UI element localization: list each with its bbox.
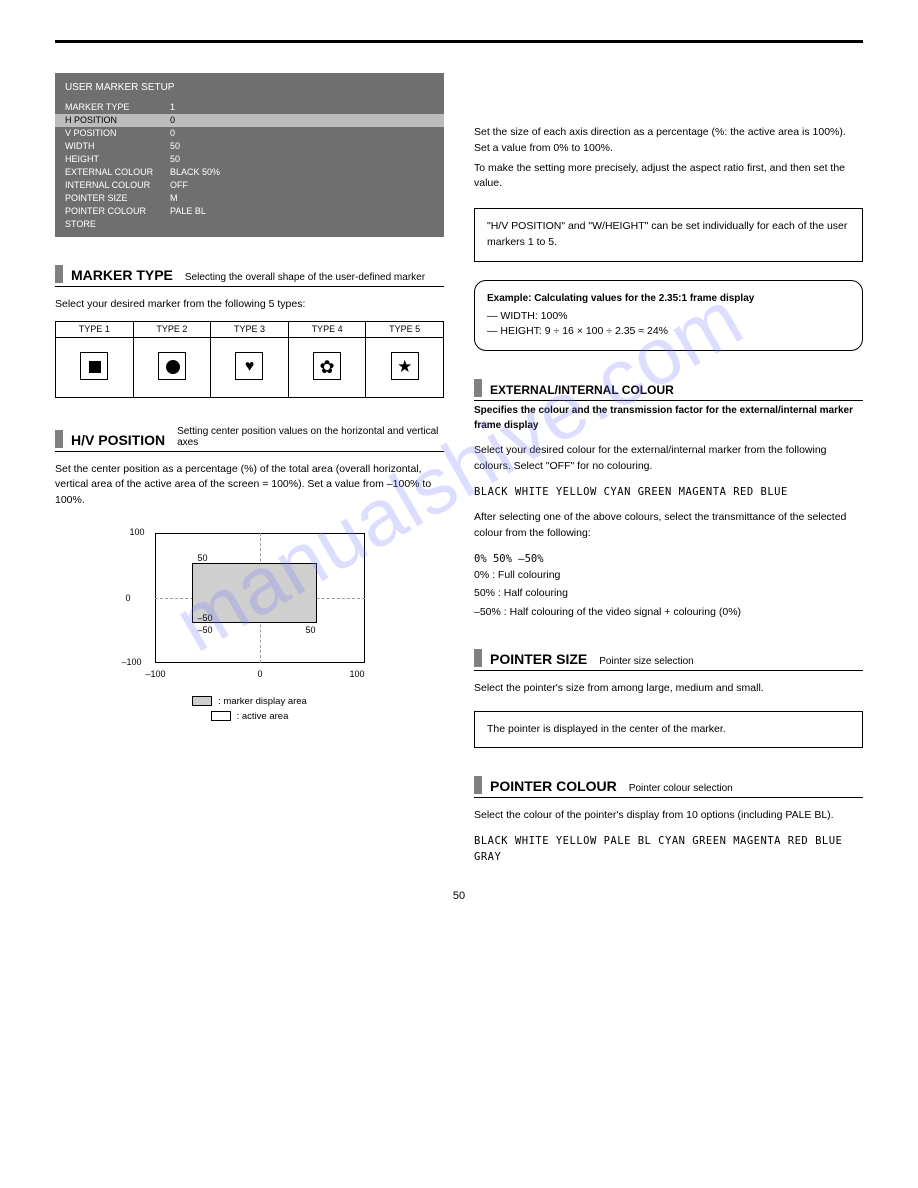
legend-swatch-icon (192, 696, 212, 706)
section-bar-icon (55, 265, 63, 283)
section-subtitle: Pointer colour selection (629, 783, 733, 794)
section-title: EXTERNAL/INTERNAL COLOUR (490, 383, 674, 397)
menu-screenshot: USER MARKER SETUP MARKER TYPE1 H POSITIO… (55, 73, 444, 237)
note-box: The pointer is displayed in the center o… (474, 711, 863, 749)
section-body: To make the setting more precisely, adju… (474, 161, 863, 193)
colour-list: BLACK WHITE YELLOW PALE BL CYAN GREEN MA… (474, 834, 863, 866)
menu-row: MARKER TYPE1 (65, 101, 434, 114)
table-header: TYPE 5 (366, 321, 444, 337)
marker-heart-icon (235, 352, 263, 380)
menu-row: INTERNAL COLOUROFF (65, 179, 434, 192)
section-title: H/V POSITION (71, 432, 165, 448)
menu-row: STORE (65, 218, 434, 231)
section-title: POINTER COLOUR (490, 778, 617, 794)
section-body: Select your desired marker from the foll… (55, 297, 444, 313)
top-rule (55, 40, 863, 43)
section-bar-icon (474, 649, 482, 667)
section-pointer-size: POINTER SIZE Pointer size selection Sele… (474, 649, 863, 749)
section-body: Select the colour of the pointer's displ… (474, 808, 863, 824)
section-ext-int-colour: EXTERNAL/INTERNAL COLOUR Specifies the c… (474, 379, 863, 621)
colour-list: BLACK WHITE YELLOW CYAN GREEN MAGENTA RE… (474, 485, 863, 501)
section-subtitle: Setting center position values on the ho… (177, 426, 444, 448)
section-bar-icon (55, 430, 63, 448)
transmittance-list: 0% 50% –50% (474, 552, 863, 568)
active-area-diagram: 100 0 –100 –100 0 100 50 –50 –50 50 (55, 523, 444, 688)
note-box: "H/V POSITION" and "W/HEIGHT" can be set… (474, 208, 863, 262)
table-header: TYPE 1 (56, 321, 134, 337)
section-pointer-colour: POINTER COLOUR Pointer colour selection … (474, 776, 863, 865)
section-body: Select your desired colour for the exter… (474, 443, 863, 475)
section-hv-position: H/V POSITION Setting center position val… (55, 426, 444, 722)
table-header: TYPE 2 (133, 321, 211, 337)
example-box: Example: Calculating values for the 2.35… (474, 280, 863, 352)
section-marker-type: MARKER TYPE Selecting the overall shape … (55, 265, 444, 398)
marker-star-icon (391, 352, 419, 380)
list-item: –50% : Half colouring of the video signa… (474, 605, 863, 621)
marker-flower-icon (313, 352, 341, 380)
legend-swatch-icon (211, 711, 231, 721)
section-bar-icon (474, 776, 482, 794)
menu-row-selected: H POSITION0 (55, 114, 444, 127)
section-subtitle: Pointer size selection (599, 656, 694, 667)
menu-row: EXTERNAL COLOURBLACK 50% (65, 166, 434, 179)
page-number: 50 (55, 890, 863, 902)
marker-square-icon (80, 352, 108, 380)
menu-row: V POSITION0 (65, 127, 434, 140)
section-body: Select the pointer's size from among lar… (474, 681, 863, 697)
marker-circle-icon (158, 352, 186, 380)
menu-row: HEIGHT50 (65, 153, 434, 166)
table-header: TYPE 4 (288, 321, 366, 337)
section-subtitle: Selecting the overall shape of the user-… (185, 272, 425, 283)
section-title: POINTER SIZE (490, 651, 587, 667)
section-wh: Set the size of each axis direction as a… (474, 125, 863, 351)
diagram-legend: : marker display area : active area (55, 696, 444, 722)
menu-row: WIDTH50 (65, 140, 434, 153)
section-bar-icon (474, 379, 482, 397)
section-body: After selecting one of the above colours… (474, 510, 863, 542)
section-body: Set the size of each axis direction as a… (474, 125, 863, 157)
list-item: 0% : Full colouring (474, 568, 863, 584)
section-subtitle: Specifies the colour and the transmissio… (474, 403, 863, 433)
param-list: 0% : Full colouring 50% : Half colouring… (474, 568, 863, 621)
section-title: MARKER TYPE (71, 267, 173, 283)
list-item: 50% : Half colouring (474, 586, 863, 602)
menu-title: USER MARKER SETUP (65, 81, 434, 96)
section-body: Set the center position as a percentage … (55, 462, 444, 509)
menu-row: POINTER COLOURPALE BL (65, 205, 434, 218)
menu-row: POINTER SIZEM (65, 192, 434, 205)
table-header: TYPE 3 (211, 321, 289, 337)
marker-type-table: TYPE 1 TYPE 2 TYPE 3 TYPE 4 TYPE 5 (55, 321, 444, 398)
